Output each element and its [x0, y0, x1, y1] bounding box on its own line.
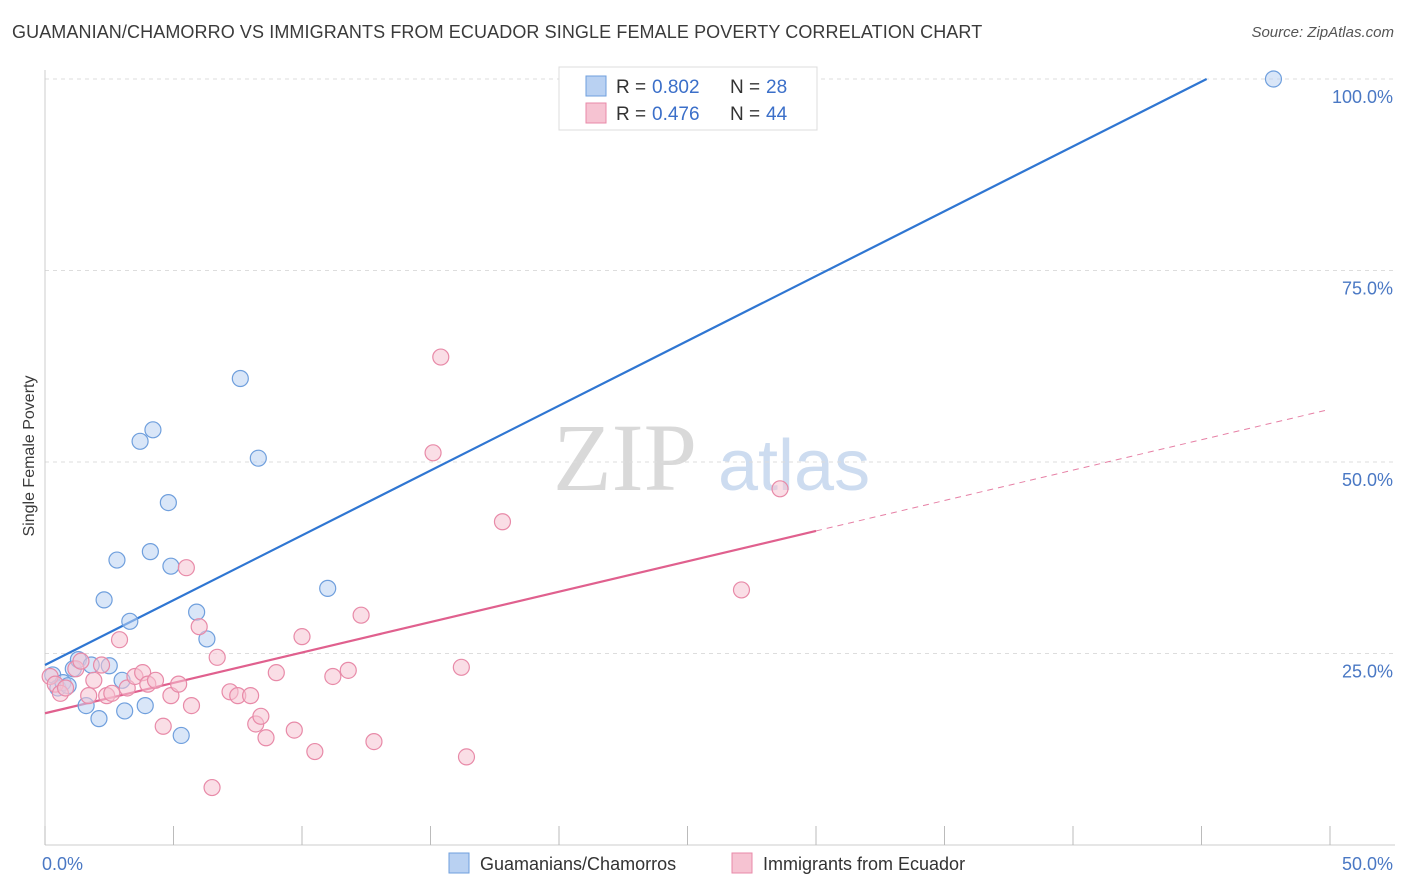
data-points: [41, 70, 1283, 797]
point-guamanian: [116, 702, 134, 720]
point-ecuador: [452, 658, 470, 676]
y-axis-label: Single Female Poverty: [21, 376, 38, 537]
legend-r-value-blue: 0.802: [652, 77, 700, 98]
point-ecuador: [306, 742, 324, 761]
point-ecuador: [242, 687, 260, 705]
point-guamanian: [136, 696, 154, 715]
point-ecuador: [92, 656, 111, 674]
legend-swatch-pink: [585, 102, 607, 124]
point-guamanian: [121, 612, 139, 630]
x-tick-label: 0.0%: [42, 854, 83, 874]
point-ecuador: [432, 348, 450, 366]
point-ecuador: [365, 732, 383, 751]
legend-swatch-blue: [585, 75, 607, 97]
point-guamanian: [1264, 70, 1283, 88]
point-ecuador: [177, 559, 195, 577]
point-ecuador: [85, 671, 103, 689]
point-guamanian: [141, 543, 159, 561]
point-ecuador: [170, 675, 188, 693]
point-guamanian: [319, 579, 337, 597]
point-guamanian: [144, 421, 162, 439]
point-ecuador: [493, 513, 512, 531]
point-ecuador: [324, 667, 342, 686]
y-tick-label: 100.0%: [1332, 87, 1393, 107]
point-guamanian: [198, 630, 216, 648]
legend-r-label-pink: R =: [616, 104, 646, 125]
point-ecuador: [72, 652, 90, 670]
point-ecuador: [732, 581, 751, 599]
point-ecuador: [771, 480, 789, 498]
point-ecuador: [208, 648, 226, 666]
bottom-legend-label-pink: Immigrants from Ecuador: [763, 854, 965, 874]
top-legend: R = 0.802 N = 28 R = 0.476 N = 44: [558, 66, 818, 131]
bottom-legend-swatch-pink: [731, 852, 753, 874]
point-ecuador: [252, 707, 270, 725]
point-ecuador: [190, 618, 208, 636]
grid-lines: [45, 78, 1395, 654]
legend-r-label-blue: R =: [616, 77, 646, 98]
point-ecuador: [146, 671, 165, 689]
point-ecuador: [182, 696, 201, 715]
point-ecuador: [110, 631, 129, 649]
point-ecuador: [267, 664, 285, 682]
tick-labels: 25.0% 50.0% 75.0% 100.0% 0.0% 50.0%: [42, 87, 1393, 874]
trend-lines: [44, 78, 1328, 715]
point-ecuador: [339, 661, 357, 679]
point-ecuador: [154, 717, 172, 735]
bottom-legend-swatch-blue: [448, 852, 470, 874]
y-tick-label: 75.0%: [1342, 279, 1393, 299]
point-ecuador: [285, 721, 303, 739]
point-ecuador: [424, 444, 442, 462]
bottom-legend: Guamanians/Chamorros Immigrants from Ecu…: [448, 852, 965, 874]
point-ecuador: [56, 679, 75, 697]
point-guamanian: [249, 449, 267, 467]
legend-n-value-pink: 44: [766, 104, 788, 125]
point-guamanian: [90, 710, 108, 728]
axes: [44, 70, 1395, 846]
point-guamanian: [159, 493, 177, 512]
watermark-zip: ZIP: [553, 404, 697, 511]
watermark-atlas: atlas: [718, 426, 870, 506]
point-ecuador: [293, 628, 311, 646]
point-guamanian: [162, 557, 180, 575]
point-ecuador: [457, 748, 476, 766]
trend-line-dashed-ecuador: [815, 409, 1328, 532]
trend-line-guamanian: [44, 78, 1208, 666]
chart-title: GUAMANIAN/CHAMORRO VS IMMIGRANTS FROM EC…: [12, 22, 983, 42]
point-ecuador: [257, 729, 275, 747]
point-ecuador: [352, 606, 370, 624]
point-guamanian: [188, 603, 206, 621]
y-tick-label: 50.0%: [1342, 470, 1393, 490]
legend-r-value-pink: 0.476: [652, 104, 700, 125]
point-guamanian: [131, 432, 149, 450]
point-guamanian: [95, 591, 113, 609]
point-guamanian: [231, 369, 249, 388]
point-guamanian: [172, 726, 190, 745]
point-ecuador: [103, 684, 121, 702]
y-tick-label: 25.0%: [1342, 662, 1393, 682]
legend-n-value-blue: 28: [766, 77, 787, 98]
point-ecuador: [203, 778, 221, 797]
legend-n-label-pink: N =: [730, 104, 760, 125]
legend-n-label-blue: N =: [730, 77, 760, 98]
point-guamanian: [108, 551, 126, 569]
source-credit: Source: ZipAtlas.com: [1251, 24, 1394, 41]
bottom-legend-label-blue: Guamanians/Chamorros: [480, 854, 676, 874]
point-ecuador: [80, 687, 98, 705]
x-tick-label: 50.0%: [1342, 854, 1393, 874]
